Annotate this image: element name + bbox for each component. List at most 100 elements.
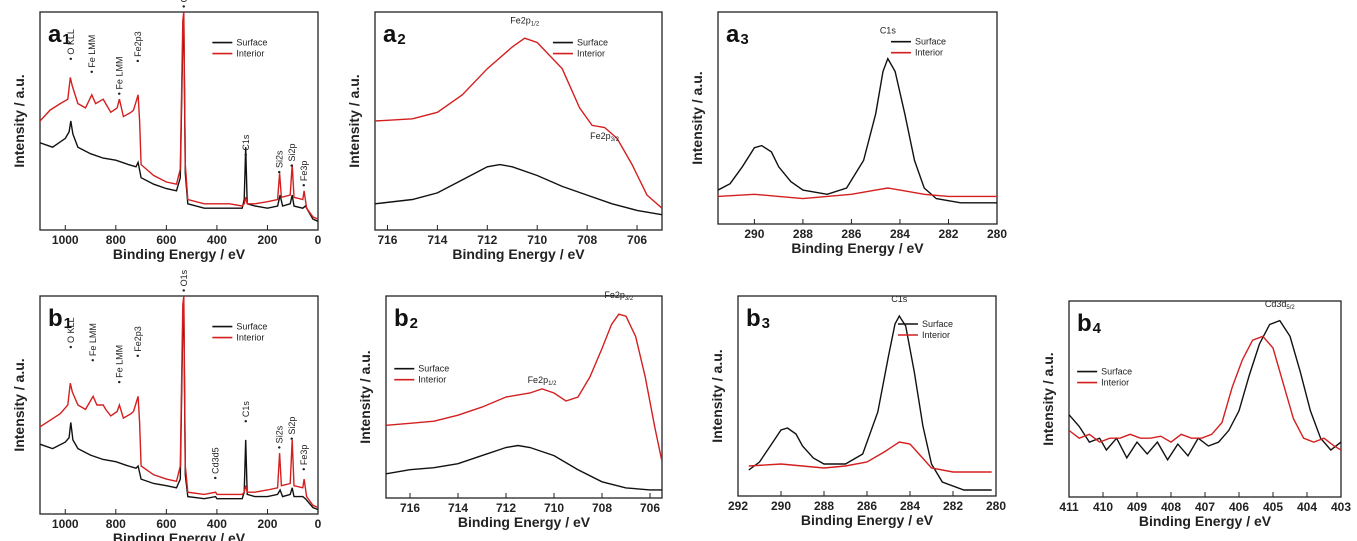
panel-label-sub: 3 <box>740 31 748 48</box>
panel-label-sub: 3 <box>762 315 770 332</box>
x-tick-label: 716 <box>400 501 420 515</box>
peak-annotation: • O KLL <box>66 318 76 349</box>
x-tick-label: 706 <box>627 233 647 247</box>
x-tick-label: 800 <box>106 517 126 531</box>
legend-label-surface: Surface <box>418 364 449 374</box>
x-tick-label: 800 <box>106 233 126 247</box>
peak-annotation-sub: 3/2 <box>611 137 620 143</box>
series-line-interior <box>1069 335 1341 451</box>
legend-label-interior: Interior <box>236 333 264 343</box>
series-line-interior <box>748 441 992 473</box>
peak-annotation: • O1s <box>179 0 189 8</box>
x-axis-label: Binding Energy / eV <box>113 530 246 541</box>
legend-label-surface: Surface <box>577 38 608 48</box>
plot-frame <box>385 295 663 499</box>
peak-annotation: C1s <box>891 294 908 304</box>
y-axis-label: Intensity / a.u. <box>11 358 27 451</box>
peak-annotation: Fe2p1/2 <box>528 375 558 387</box>
legend-label-interior: Interior <box>915 48 943 58</box>
panel-label-sub: 1 <box>62 31 70 48</box>
x-tick-label: 410 <box>1093 500 1113 514</box>
peak-annotation: • O1s <box>179 269 189 292</box>
series-line-interior <box>40 296 318 509</box>
x-tick-label: 716 <box>377 233 397 247</box>
peak-annotation: • C1s <box>241 134 251 156</box>
panel-label: b2 <box>394 305 418 332</box>
peak-annotation-sub: 5/2 <box>1286 305 1295 311</box>
y-axis-label: Intensity / a.u. <box>357 350 373 443</box>
x-tick-label: 280 <box>987 227 1007 241</box>
peak-annotation: Fe2p3/2 <box>604 290 634 302</box>
peak-annotation: • C1s <box>241 401 251 423</box>
x-tick-label: 286 <box>841 227 861 241</box>
panel-a2: 716 714 712 710 708 706 Binding Energy / eV Int… <box>346 11 663 262</box>
panel-label: a3 <box>726 21 749 48</box>
peak-annotation: • Si2p <box>287 143 297 167</box>
x-tick-label: 714 <box>427 233 447 247</box>
x-tick-label: 714 <box>448 501 468 515</box>
peak-annotation: • Cd3d5 <box>211 447 221 479</box>
x-tick-label: 411 <box>1059 500 1079 514</box>
x-tick-label: 710 <box>527 233 547 247</box>
panel-label: b4 <box>1077 310 1102 337</box>
peak-annotation: • Fe LMM <box>87 35 97 74</box>
peak-annotation: • Fe3p <box>299 445 309 471</box>
x-tick-label: 1000 <box>52 233 79 247</box>
y-axis-label: Intensity / a.u. <box>709 349 725 442</box>
x-tick-label: 290 <box>744 227 764 241</box>
series-line-surface <box>718 56 997 204</box>
x-tick-label: 710 <box>544 501 564 515</box>
legend-label-surface: Surface <box>236 38 267 48</box>
panel-a3: 290 288 286 284 282 280 Binding Energy / eV Int… <box>689 11 1007 256</box>
peak-annotation-sub: 1/2 <box>548 381 557 387</box>
x-tick-label: 712 <box>477 233 497 247</box>
panel-b2: 716 714 712 710 708 706 Binding Energy / eV Int… <box>357 290 663 530</box>
series-line-interior <box>386 313 662 462</box>
panel-b3: 292 290 288 286 284 282 280 Binding Energy / eV… <box>709 294 1006 528</box>
x-tick-label: 403 <box>1331 500 1351 514</box>
peak-annotation-sub: 1/2 <box>531 21 540 27</box>
peak-annotation: • Si2s <box>274 150 284 174</box>
plot-frame <box>737 295 997 497</box>
peak-annotation: • Fe LMM <box>88 323 98 362</box>
x-tick-label: 288 <box>814 499 834 513</box>
peak-annotation: • Si2s <box>274 425 284 449</box>
x-tick-label: 284 <box>900 499 920 513</box>
x-tick-label: 407 <box>1195 500 1215 514</box>
series-line-surface <box>375 163 662 216</box>
panel-label-sub: 4 <box>1093 320 1102 337</box>
x-tick-label: 409 <box>1127 500 1147 514</box>
legend-label-interior: Interior <box>1101 378 1129 388</box>
peak-annotation: • Fe2p3 <box>133 31 143 62</box>
x-tick-label: 0 <box>315 517 322 531</box>
series-line-surface <box>748 314 992 491</box>
x-tick-label: 286 <box>857 499 877 513</box>
x-axis-label: Binding Energy / eV <box>791 240 924 256</box>
series-line-interior <box>375 37 662 209</box>
legend-label-interior: Interior <box>922 330 950 340</box>
peak-annotation: • Fe3p <box>299 161 309 187</box>
peak-annotation: Fe2p1/2 <box>510 15 540 27</box>
peak-annotation: • Fe LMM <box>114 345 124 384</box>
x-tick-label: 400 <box>207 233 227 247</box>
plot-frame <box>1068 300 1342 498</box>
x-tick-label: 408 <box>1161 500 1181 514</box>
panel-label: b3 <box>746 305 770 332</box>
peak-annotation: C1s <box>880 25 897 35</box>
panel-b4: 411 410 409 408 407 406 405 404 403 Binding Energ… <box>1040 299 1351 529</box>
x-tick-label: 706 <box>640 501 660 515</box>
legend-label-surface: Surface <box>915 37 946 47</box>
x-tick-label: 708 <box>577 233 597 247</box>
panel-label: a2 <box>383 21 406 48</box>
series-line-surface <box>40 25 318 222</box>
peak-annotation: • Fe2p3 <box>133 326 143 357</box>
x-axis-label: Binding Energy / eV <box>452 246 585 262</box>
plot-frame <box>717 11 998 225</box>
x-tick-label: 600 <box>156 517 176 531</box>
panel-b1: 1000 800 600 400 200 0 Binding Energy / eV Inte… <box>11 269 322 541</box>
panel-label-sub: 2 <box>397 31 405 48</box>
x-tick-label: 284 <box>890 227 910 241</box>
legend-label-surface: Surface <box>236 322 267 332</box>
x-tick-label: 406 <box>1229 500 1249 514</box>
x-tick-label: 282 <box>943 499 963 513</box>
